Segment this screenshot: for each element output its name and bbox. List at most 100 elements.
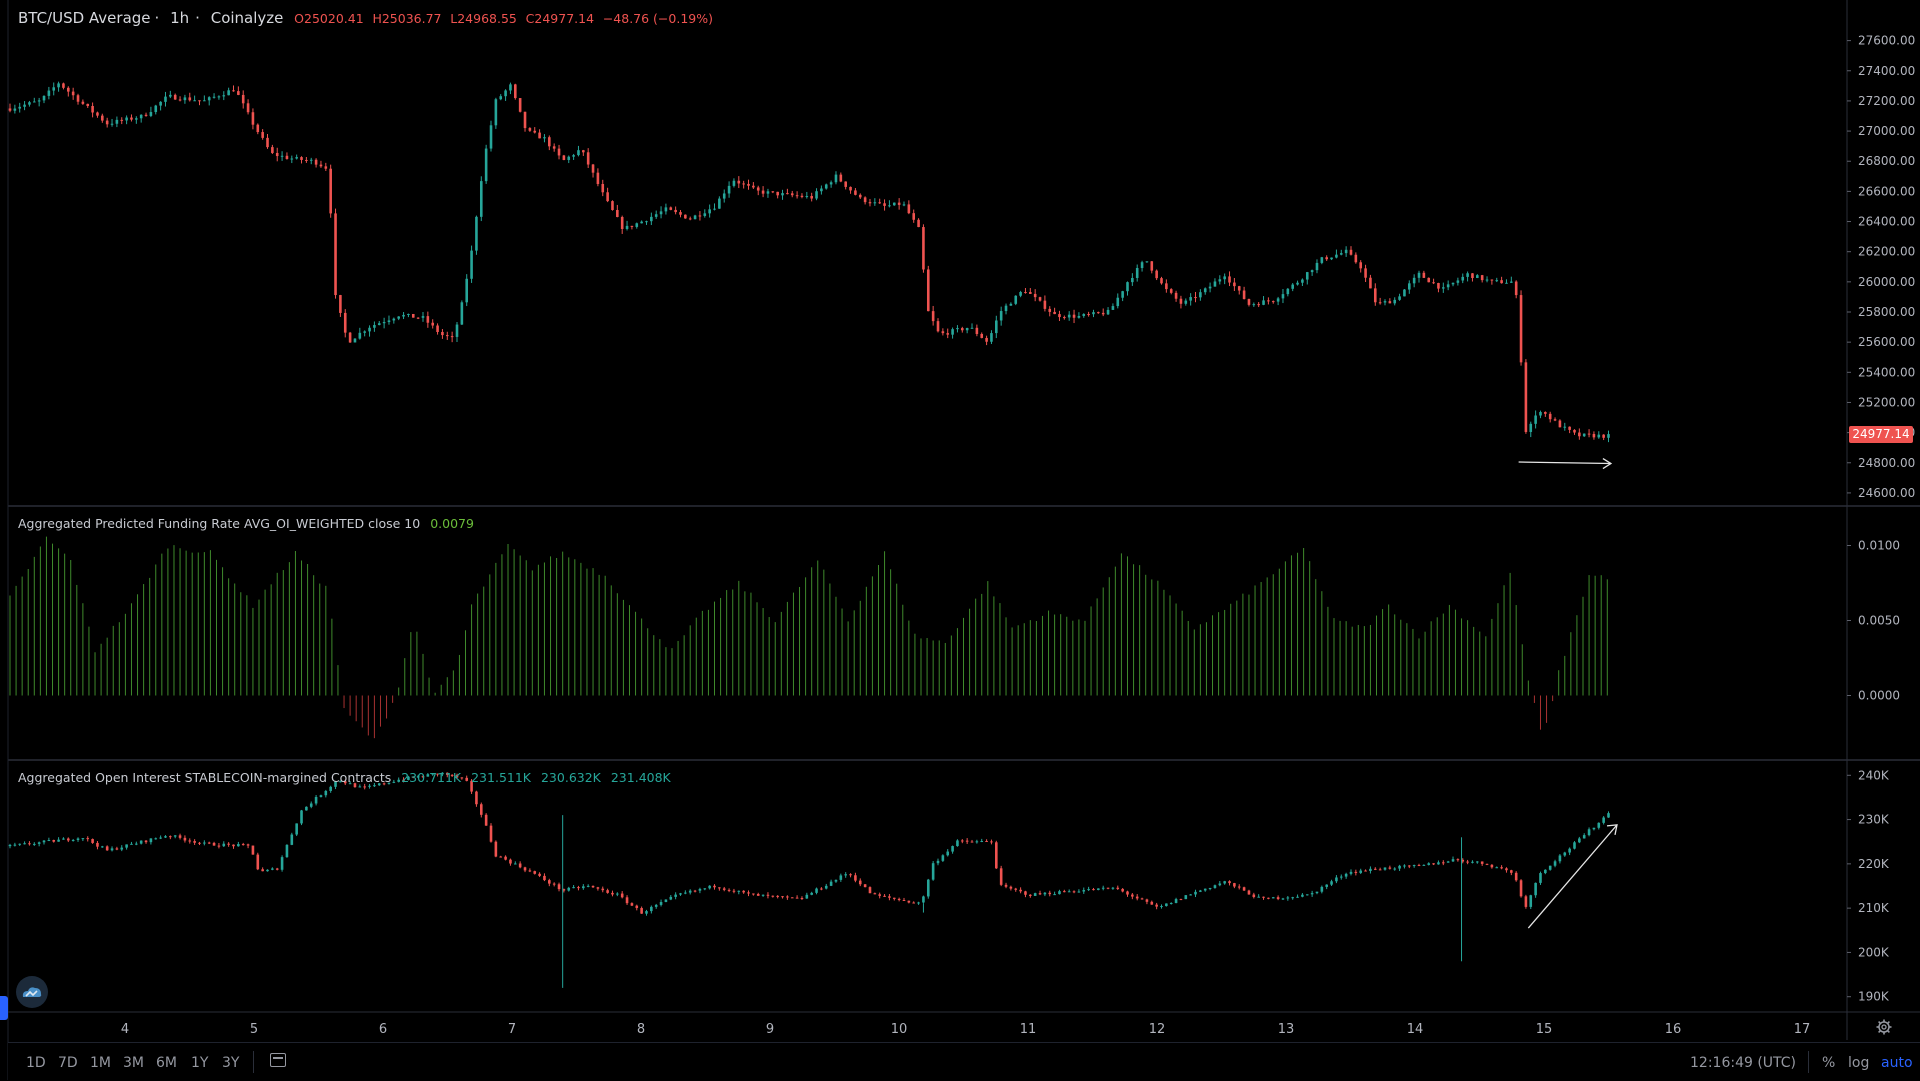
price-candle [198,100,201,102]
oi-candle [1602,817,1605,823]
interval-label[interactable]: 1h [170,9,190,27]
price-candle [1349,249,1353,255]
oi-candle [820,888,823,890]
price-candle [1558,420,1562,428]
gear-icon[interactable] [1876,1019,1892,1035]
timeframe-1m[interactable]: 1M [90,1055,111,1071]
price-candle [1131,277,1134,283]
log-toggle[interactable]: log [1848,1055,1870,1071]
price-candle [1315,262,1319,271]
price-candle [1592,434,1596,438]
oi-candle [392,781,396,783]
funding-title[interactable]: Aggregated Predicted Funding Rate AVG_OI… [18,516,421,531]
oi-candle [1165,903,1168,907]
timeframe-1y[interactable]: 1Y [191,1055,209,1071]
oi-candle [902,899,906,901]
price-candle [1578,432,1581,437]
oi-candle [888,896,891,898]
price-candle [62,83,65,88]
price-candle [285,155,289,159]
date-axis-label: 9 [766,1022,774,1037]
oi-candle [319,795,323,797]
oi-candle [1403,865,1406,867]
price-candle [999,311,1003,321]
oi-candle [450,774,454,776]
price-axis-label: 25400.00 [1858,365,1915,379]
oi-candle [1573,842,1576,849]
price-candle [572,155,575,157]
oi-candle [601,888,605,891]
auto-toggle[interactable]: auto [1881,1055,1913,1071]
oi-candle [1383,867,1387,870]
price-candle [91,106,94,113]
price-axis-label: 25800.00 [1858,305,1915,319]
oi-candle [1466,861,1469,863]
oi-low: 230.632K [540,770,601,785]
percent-toggle[interactable]: % [1822,1055,1836,1071]
price-candle [305,159,308,161]
coinalyze-logo-button[interactable] [16,976,48,1008]
price-candle [820,188,823,192]
oi-candle [1072,891,1076,893]
timeframe-3m[interactable]: 3M [123,1055,144,1071]
price-candle [1009,303,1013,306]
oi-candle [421,776,425,778]
price-candle [834,174,838,183]
timeframe-3y[interactable]: 3Y [222,1055,240,1071]
price-candle [1330,257,1333,260]
oi-candle [1233,883,1236,887]
price-candle [1519,295,1523,363]
price-candle [635,223,639,227]
oi-candle [1281,898,1285,900]
timeframe-7d[interactable]: 7D [58,1055,78,1071]
price-candle [1466,273,1469,277]
oi-candle [207,842,211,844]
price-candle [1495,280,1499,282]
drawing-arrows[interactable] [1518,457,1618,929]
price-candle [324,166,328,169]
oi-candle [776,895,779,897]
price-candle [552,146,556,149]
oi-candle [329,786,332,791]
oi-candle [1174,899,1178,904]
price-candle [484,148,488,182]
price-candle [1354,254,1358,263]
oi-candle [1048,892,1052,895]
price-candle [1024,292,1027,294]
price-candle [1485,279,1489,281]
oi-axis-label: 220K [1858,857,1890,871]
utc-clock[interactable]: 12:16:49 (UTC) [1690,1055,1797,1071]
oi-candle [1150,901,1154,905]
timeframe-1d[interactable]: 1D [26,1055,46,1071]
price-candle [1548,413,1552,420]
oi-candle [1058,891,1061,895]
oi-candle [441,772,444,775]
price-candle [1043,300,1047,309]
price-candle [358,332,362,339]
oi-candle [241,844,245,846]
price-candle [688,218,692,220]
oi-title[interactable]: Aggregated Open Interest STABLECOIN-marg… [18,770,392,785]
oi-candle [52,840,56,842]
timeframe-6m[interactable]: 6M [156,1055,177,1071]
calendar-icon[interactable] [270,1053,286,1067]
oi-candle [752,893,755,895]
oi-candle [144,840,148,843]
oi-candle [985,841,988,843]
oi-candle [1325,884,1328,887]
price-candle [450,336,454,338]
price-candle [1422,272,1426,278]
oi-candle [71,840,75,842]
price-candle [1451,282,1455,285]
oi-candle [1437,862,1440,865]
oi-candle [1514,872,1518,881]
oi-candle [990,841,993,843]
symbol-label[interactable]: BTC/USD Average [18,9,151,27]
oi-candle [1349,871,1353,874]
oi-candle [426,774,430,777]
oi-candle [514,863,517,865]
panel-collapse-handle[interactable] [0,996,8,1020]
price-candle [562,155,566,160]
price-candle [120,119,124,121]
